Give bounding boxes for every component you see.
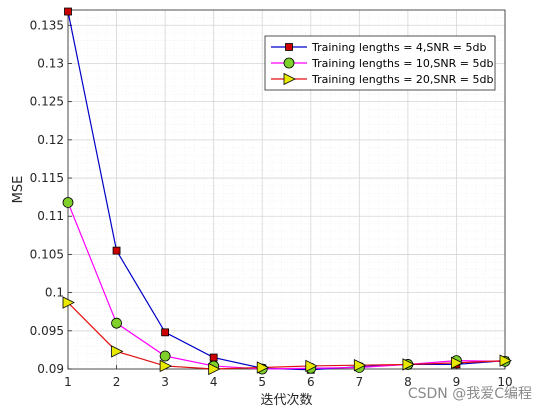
x-tick-label: 1 (64, 375, 72, 389)
data-point (159, 350, 171, 362)
x-tick-label: 4 (210, 375, 218, 389)
data-point (112, 246, 121, 255)
y-axis-label: MSE (11, 176, 26, 204)
legend-item: Training lengths = 4,SNR = 5db (271, 41, 486, 54)
y-tick-label: 0.115 (30, 171, 64, 185)
y-tick-label: 0.105 (30, 247, 64, 261)
y-axis-ticks: 0.09 0.095 0.1 0.105 0.11 0.115 0.12 0.125 0.13 0… (30, 18, 72, 376)
y-tick-label: 0.12 (37, 133, 64, 147)
data-point (305, 359, 318, 373)
series-line (67, 302, 506, 370)
y-tick-label: 0.09 (37, 362, 64, 376)
data-point (111, 345, 124, 358)
x-tick-label: 7 (356, 375, 364, 389)
data-point (161, 328, 170, 337)
x-tick-label: 10 (497, 375, 512, 389)
x-axis-ticks: 1 2 3 4 5 6 7 8 9 10 (64, 365, 513, 389)
legend-marker (283, 57, 295, 69)
series-3 (62, 296, 512, 376)
y-tick-label: 0.135 (30, 18, 64, 32)
data-point (402, 358, 415, 371)
legend-item: Training lengths = 10,SNR = 5db (271, 57, 493, 70)
y-tick-label: 0.1 (45, 286, 64, 300)
x-tick-label: 9 (453, 375, 461, 389)
data-point (353, 359, 367, 372)
data-point (209, 353, 218, 362)
y-tick-label: 0.11 (37, 209, 64, 223)
data-point (159, 359, 173, 373)
y-tick-label: 0.13 (37, 56, 64, 70)
x-tick-label: 8 (404, 375, 412, 389)
data-point (451, 356, 464, 370)
x-tick-label: 5 (258, 375, 266, 389)
legend-label: Training lengths = 10,SNR = 5db (311, 57, 493, 70)
series-line (67, 202, 506, 370)
x-axis-label: 迭代次数 (260, 392, 312, 408)
data-point (499, 354, 512, 367)
data-point (62, 296, 75, 309)
series-2 (62, 197, 511, 375)
legend-marker (285, 43, 293, 51)
data-point (256, 361, 270, 374)
data-point (62, 197, 74, 208)
legend-label: Training lengths = 4,SNR = 5db (311, 41, 486, 54)
y-tick-label: 0.125 (30, 95, 64, 109)
x-tick-label: 6 (307, 375, 315, 389)
legend-label: Training lengths = 20,SNR = 5db (311, 73, 493, 86)
y-tick-label: 0.095 (30, 324, 64, 338)
legend: Training lengths = 4,SNR = 5db Training l… (264, 35, 496, 91)
x-tick-label: 2 (113, 375, 121, 389)
watermark: CSDN @我爱C编程 (408, 386, 532, 402)
legend-marker (283, 72, 296, 86)
data-point (111, 317, 122, 329)
series-layer (62, 7, 512, 376)
data-point (64, 7, 72, 16)
x-tick-label: 3 (161, 375, 169, 389)
data-point (208, 362, 221, 376)
legend-item: Training lengths = 20,SNR = 5db (271, 72, 493, 86)
